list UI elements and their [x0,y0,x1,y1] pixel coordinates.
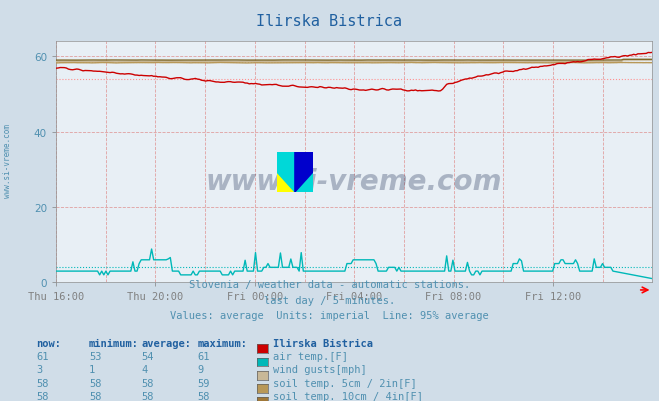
Text: Ilirska Bistrica: Ilirska Bistrica [256,14,403,29]
Text: 61: 61 [198,351,210,361]
Text: 3: 3 [36,365,42,375]
Text: 1: 1 [89,365,95,375]
Text: 58: 58 [198,391,210,401]
Text: minimum:: minimum: [89,338,139,348]
Text: 4: 4 [142,365,148,375]
Text: Ilirska Bistrica: Ilirska Bistrica [273,338,374,348]
Text: www.si-vreme.com: www.si-vreme.com [206,168,502,196]
Text: 58: 58 [142,391,154,401]
Text: 58: 58 [142,378,154,388]
Text: soil temp. 10cm / 4in[F]: soil temp. 10cm / 4in[F] [273,391,424,401]
Text: 58: 58 [36,391,49,401]
Text: air temp.[F]: air temp.[F] [273,351,349,361]
Text: 58: 58 [36,378,49,388]
Text: last day / 5 minutes.: last day / 5 minutes. [264,295,395,305]
Polygon shape [295,152,313,192]
Text: wind gusts[mph]: wind gusts[mph] [273,365,367,375]
Text: 54: 54 [142,351,154,361]
Text: 58: 58 [89,378,101,388]
Text: 9: 9 [198,365,204,375]
Text: 53: 53 [89,351,101,361]
Polygon shape [277,152,313,192]
Text: www.si-vreme.com: www.si-vreme.com [3,124,13,197]
Polygon shape [277,152,313,192]
Text: 59: 59 [198,378,210,388]
Text: maximum:: maximum: [198,338,248,348]
Polygon shape [295,172,313,192]
Text: 58: 58 [89,391,101,401]
Text: Values: average  Units: imperial  Line: 95% average: Values: average Units: imperial Line: 95… [170,310,489,320]
Text: 61: 61 [36,351,49,361]
Text: Slovenia / weather data - automatic stations.: Slovenia / weather data - automatic stat… [189,279,470,290]
Text: average:: average: [142,338,192,348]
Text: now:: now: [36,338,61,348]
Text: soil temp. 5cm / 2in[F]: soil temp. 5cm / 2in[F] [273,378,417,388]
